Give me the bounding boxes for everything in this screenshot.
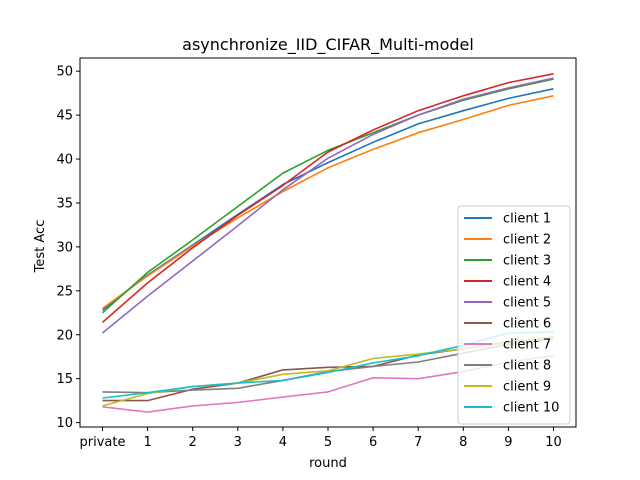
legend-label-client-10: client 10 [503,401,559,416]
x-tick-label: 6 [369,435,377,450]
legend-label-client-6: client 6 [503,317,551,332]
series-line-client-3 [101,78,554,314]
y-tick-label: 45 [56,109,73,124]
x-tick-label: 3 [234,435,242,450]
legend-label-client-1: client 1 [503,212,551,227]
y-tick-label: 25 [56,284,73,299]
x-tick-label: 4 [279,435,287,450]
chart-title: asynchronize_IID_CIFAR_Multi-model [182,35,474,55]
x-tick-label: 10 [545,435,562,450]
y-tick-label: 40 [56,153,73,168]
series-line-client-5 [101,77,554,334]
y-tick-label: 35 [56,196,73,211]
y-tick-label: 20 [56,328,73,343]
legend: client 1 client 2 client 3 client 4 client 5… [457,205,571,425]
y-tick-label: 50 [56,65,73,80]
y-tick-label: 30 [56,240,73,255]
legend-label-client-9: client 9 [503,380,551,395]
legend-label-client-2: client 2 [503,233,551,248]
series-line-client-4 [101,73,554,324]
legend-label-client-4: client 4 [503,275,551,290]
x-tick-label: private [80,435,126,450]
x-tick-label: 5 [324,435,332,450]
x-tick-label: 2 [189,435,197,450]
x-tick-label: 8 [459,435,467,450]
y-axis-label: Test Acc [33,220,48,274]
x-axis-label: round [309,456,347,471]
x-tick-label: 9 [504,435,512,450]
series-line-client-2 [102,95,554,310]
legend-label-client-8: client 8 [503,359,551,374]
legend-label-client-7: client 7 [503,338,551,353]
y-tick-label: 15 [56,372,73,387]
y-tick-label: 10 [56,416,73,431]
x-tick-label: 1 [143,435,151,450]
legend-label-client-5: client 5 [503,296,551,311]
legend-label-client-3: client 3 [503,254,551,269]
x-tick-label: 7 [414,435,422,450]
